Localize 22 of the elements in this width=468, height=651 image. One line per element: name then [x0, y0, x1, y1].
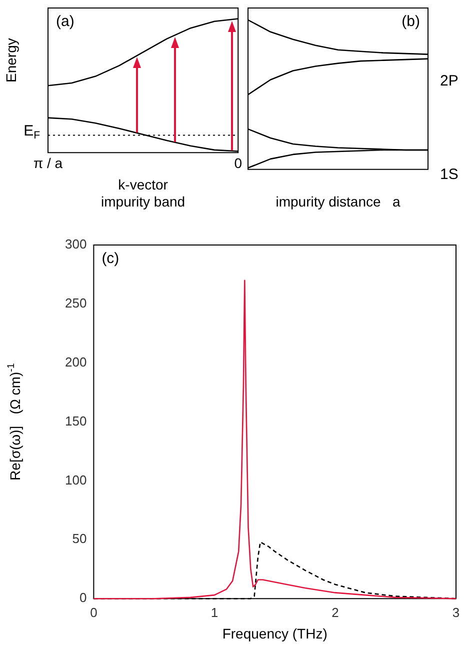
y-tick-label: 250 — [64, 296, 87, 311]
y-tick-label: 50 — [72, 531, 87, 546]
x-axis-title: impurity distance a — [276, 193, 400, 210]
y-axis-title: Re[σ(ω)] (Ω cm)-1 — [6, 363, 23, 480]
x-tick-label: 1 — [210, 604, 218, 620]
x-tick-label: 2 — [332, 604, 339, 620]
y-tick-label: 100 — [64, 472, 87, 488]
x-tick-label: 3 — [452, 604, 460, 620]
annotation: (b) — [402, 13, 420, 30]
text: 1S — [440, 166, 458, 184]
x-tick-label: π / a — [33, 154, 63, 171]
x-axis-title: Frequency (THz) — [222, 625, 328, 642]
y-tick-label: 0 — [79, 590, 87, 606]
x-axis-title: k-vector impurity band — [101, 176, 186, 210]
y-tick-label: 150 — [64, 413, 87, 428]
y-tick-label: 300 — [64, 236, 87, 252]
y-tick-label: 200 — [64, 354, 87, 370]
x-tick-label: 0 — [90, 604, 98, 620]
text: 2P — [440, 72, 458, 90]
y-axis-title: Energy — [2, 38, 19, 82]
annotation: (a) — [56, 13, 74, 30]
annotation: (c) — [102, 250, 120, 268]
